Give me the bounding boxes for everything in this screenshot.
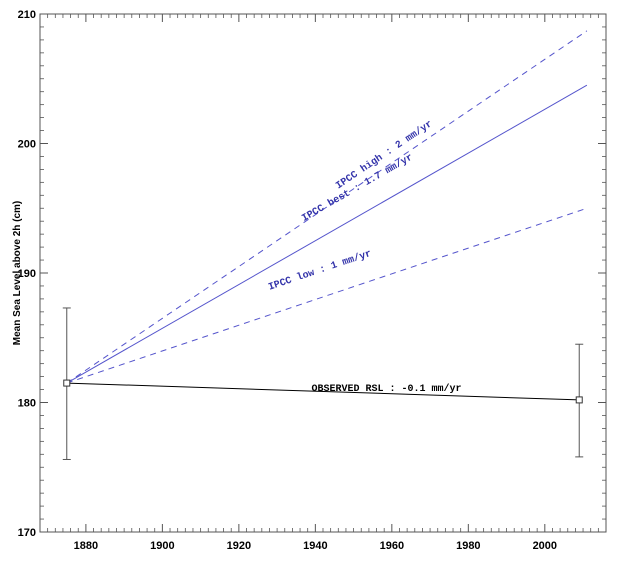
x-tick-label: 1940 — [303, 540, 327, 552]
y-tick-label: 190 — [18, 268, 36, 280]
x-tick-label: 1920 — [227, 540, 251, 552]
y-tick-labels: 170 180 190 200 210 — [18, 9, 36, 539]
data-markers — [63, 379, 583, 404]
y-tick-label: 170 — [18, 527, 36, 539]
axis-ticks — [39, 13, 607, 533]
data-point-marker — [575, 396, 583, 404]
series-line-1 — [66, 30, 588, 384]
y-tick-label: 200 — [18, 139, 36, 151]
y-tick-label: 210 — [18, 9, 36, 21]
series-lines — [66, 30, 588, 401]
annotation-observed: OBSERVED RSL : -0.1 mm/yr — [312, 383, 462, 395]
x-tick-label: 1960 — [380, 540, 404, 552]
annotation-best: IPCC best : 1.7 mm/yr — [300, 152, 415, 225]
series-line-3 — [66, 207, 588, 384]
y-axis-label: Mean Sea Level above 2h (cm) — [12, 201, 23, 346]
series-line-2 — [66, 84, 588, 384]
x-tick-label: 1980 — [456, 540, 480, 552]
x-tick-label: 1880 — [74, 540, 98, 552]
y-tick-label: 180 — [18, 398, 36, 410]
data-point-marker — [63, 379, 71, 387]
x-tick-label: 1900 — [150, 540, 174, 552]
x-tick-labels: 1880 1900 1920 1940 1960 1980 2000 — [74, 540, 557, 552]
series-line-0 — [66, 382, 580, 401]
annotation-low: IPCC low : 1 mm/yr — [267, 248, 373, 294]
x-tick-label: 2000 — [533, 540, 557, 552]
